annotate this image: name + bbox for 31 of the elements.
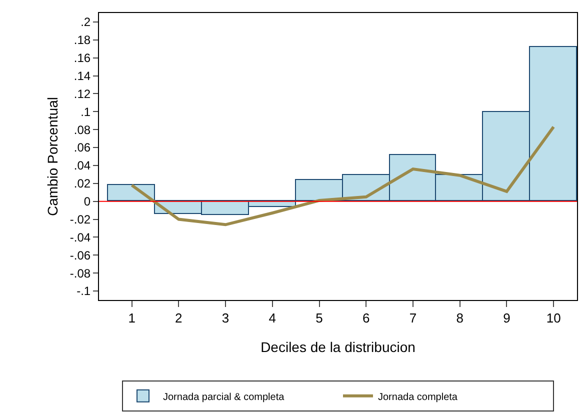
- x-tick-label: 3: [222, 310, 230, 326]
- x-tick-label: 9: [503, 310, 510, 326]
- y-tick-label: -.1: [76, 284, 91, 298]
- y-tick-label: 0: [84, 194, 91, 209]
- line-series: [130, 125, 556, 226]
- y-tick-label: .18: [74, 33, 91, 48]
- y-tick-label: -.06: [70, 248, 91, 262]
- legend-label: Jornada parcial & completa: [163, 392, 285, 403]
- x-axis-title: Deciles de la distribucion: [260, 339, 416, 355]
- x-tick-label: 7: [409, 310, 417, 326]
- x-tick-label: 2: [175, 310, 182, 326]
- y-tick-label: .16: [74, 51, 91, 66]
- x-tick-label: 10: [546, 310, 561, 326]
- y-tick-label: -.02: [70, 212, 91, 226]
- x-tick-label: 1: [128, 310, 136, 326]
- y-tick-label: .1: [80, 104, 91, 119]
- y-tick-label: .12: [74, 86, 91, 101]
- y-tick-label: .08: [74, 122, 91, 137]
- x-tick-label: 5: [316, 310, 323, 326]
- x-tick-label: 6: [362, 310, 370, 326]
- y-axis-title: Cambio Porcentual: [44, 96, 61, 216]
- y-tick-label: .06: [74, 140, 91, 155]
- y-tick-label: .02: [74, 176, 91, 191]
- y-tick-label: .14: [74, 68, 91, 83]
- y-tick-label: -.08: [70, 266, 91, 280]
- y-tick-label: -.04: [70, 230, 91, 244]
- y-tick-label: .04: [74, 158, 91, 173]
- x-tick-label: 4: [268, 310, 276, 326]
- y-tick-label: .2: [80, 15, 91, 30]
- legend-label: Jornada completa: [378, 392, 458, 403]
- x-tick-label: 8: [456, 310, 464, 326]
